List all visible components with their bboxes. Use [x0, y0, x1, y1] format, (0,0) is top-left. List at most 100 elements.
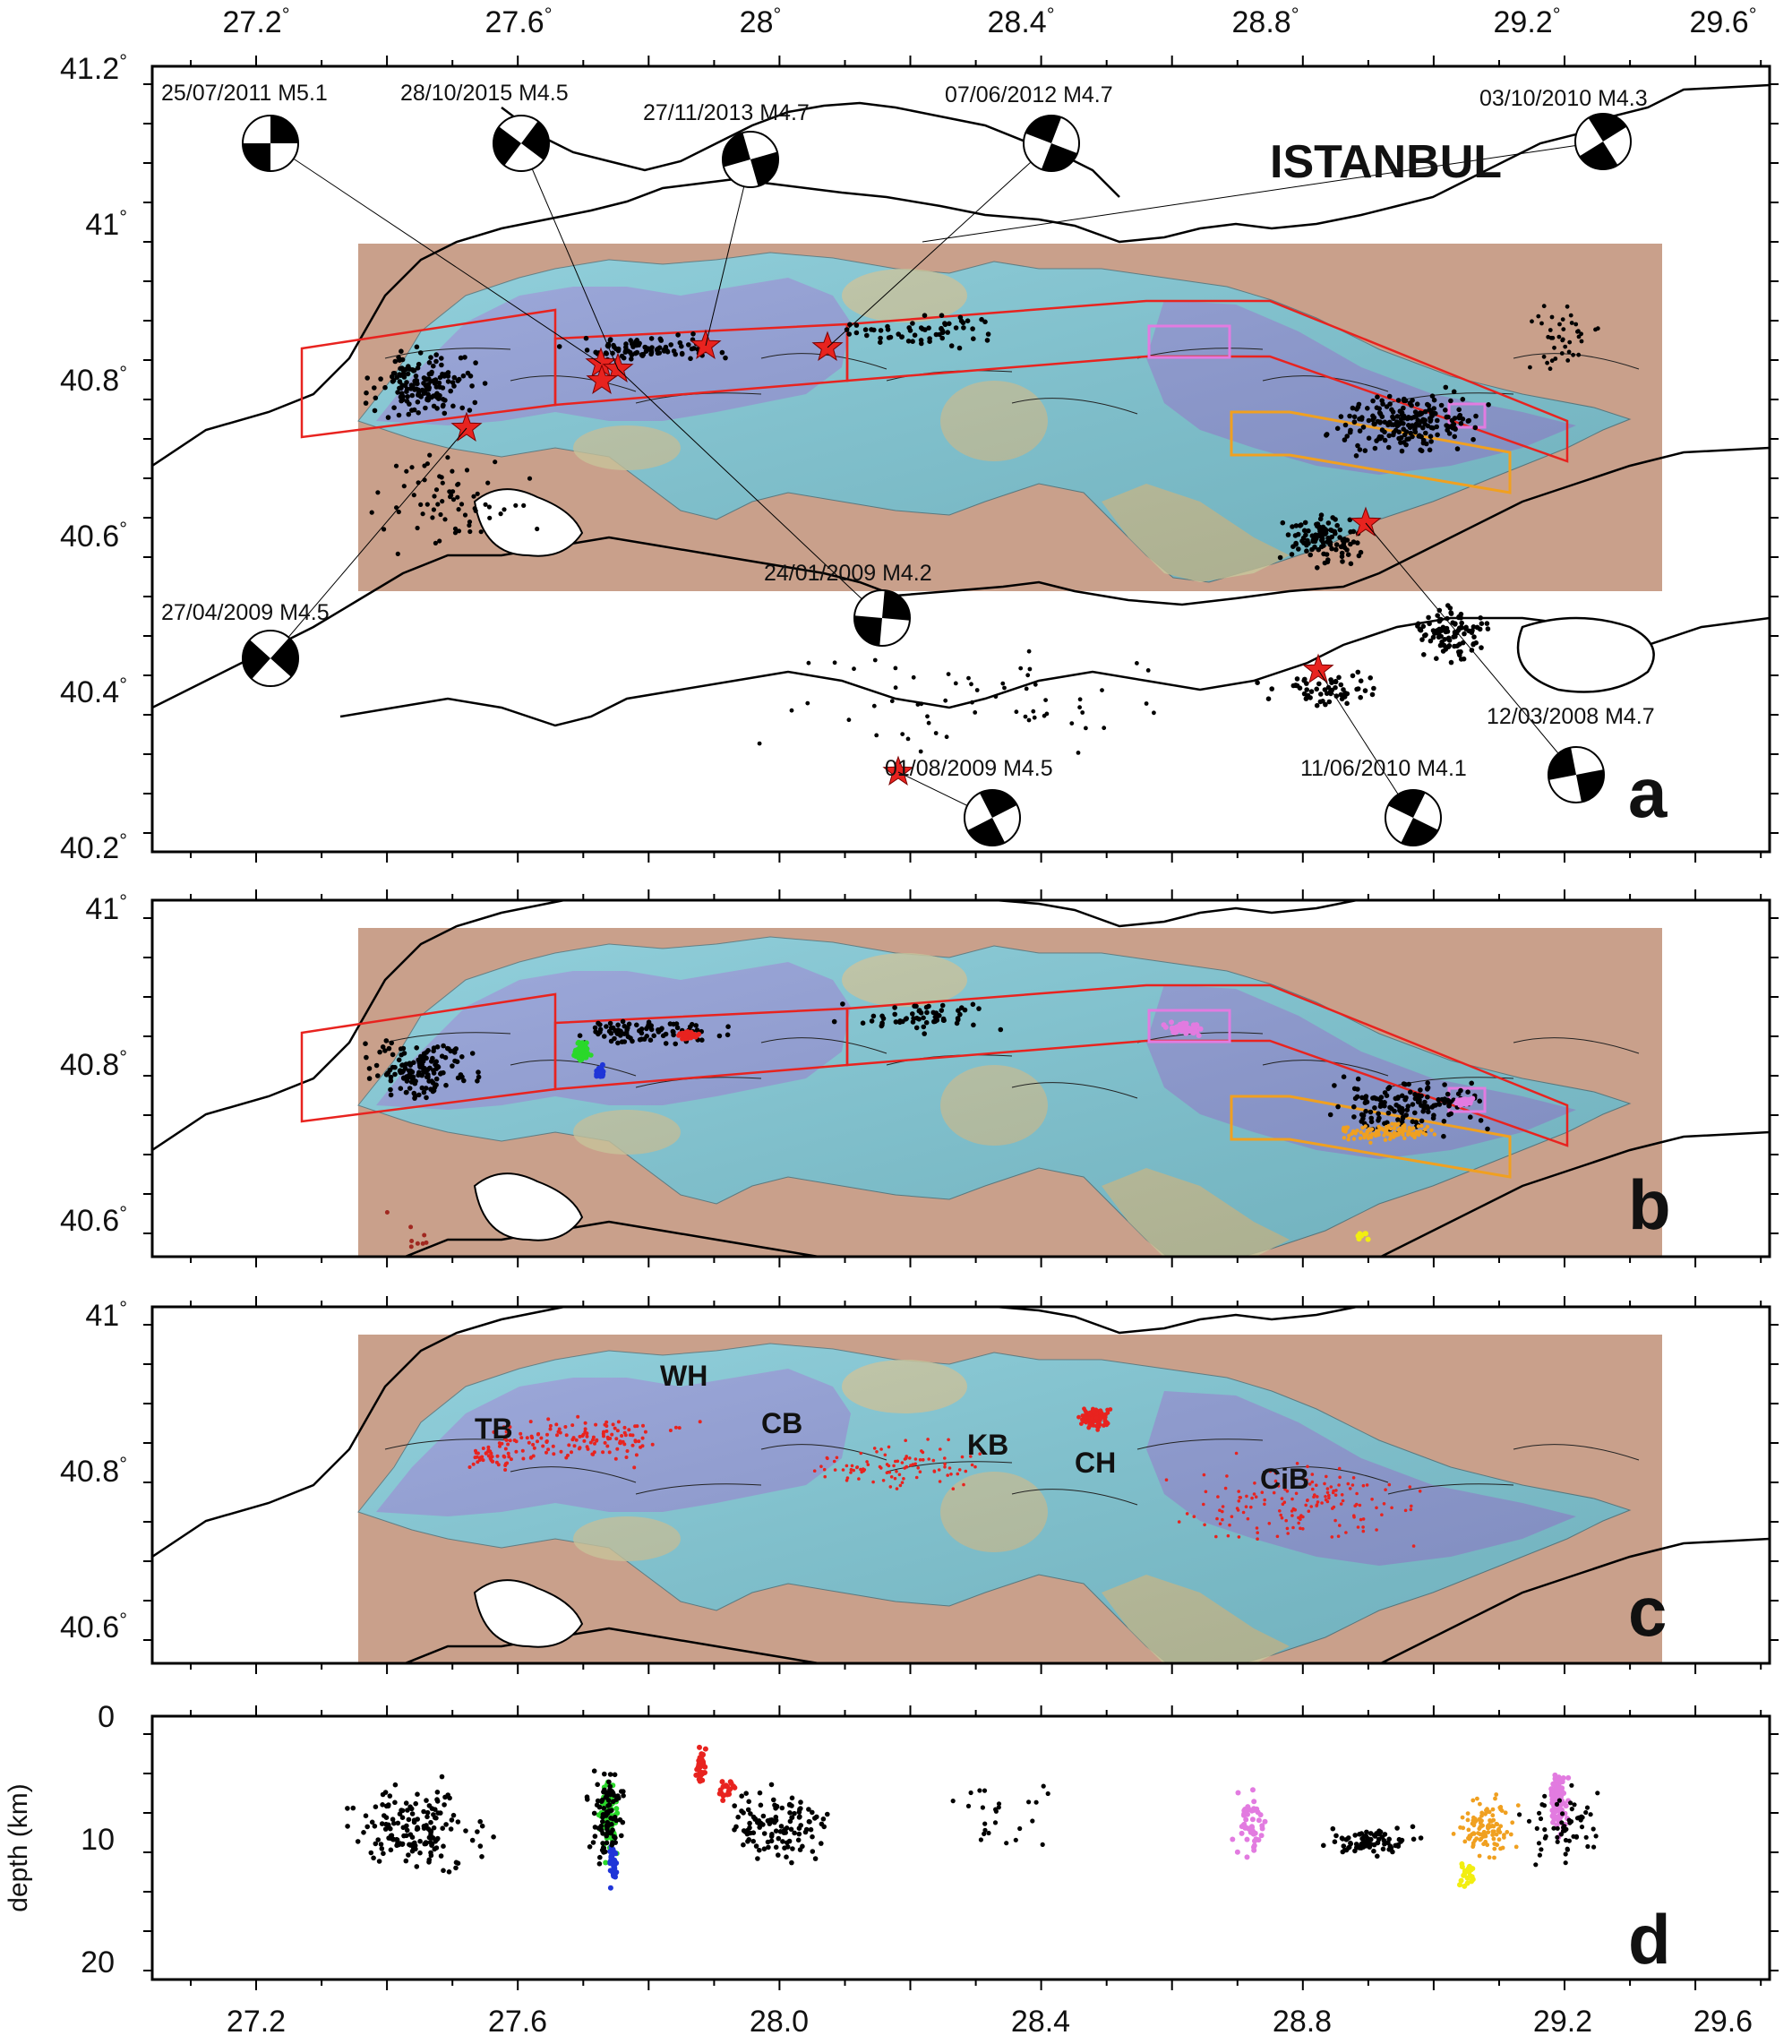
lon-tick-label: 28.4 — [1011, 2005, 1070, 2039]
panel-b-lat-axis: 41° 40.8° 40.6° — [60, 890, 127, 1238]
seismic-event — [389, 1040, 395, 1046]
lon-tick-label: 28.0 — [750, 2005, 809, 2039]
seismic-event — [1358, 1232, 1364, 1238]
hypocenter — [621, 1793, 626, 1799]
seismic-event — [637, 1439, 641, 1444]
seismic-event — [410, 368, 416, 374]
seismic-event — [1256, 1531, 1259, 1534]
seismic-event — [451, 374, 458, 381]
seismic-event — [1256, 1537, 1259, 1541]
hypocenter — [1343, 1837, 1350, 1842]
hypocenter — [761, 1831, 767, 1836]
seismic-event — [1315, 1504, 1318, 1507]
seismic-event — [1337, 1466, 1342, 1471]
event-label: 01/08/2009 M4.5 — [885, 756, 1053, 781]
seismic-event — [1027, 666, 1033, 672]
seismic-event — [1293, 523, 1299, 528]
seismic-event — [1395, 1117, 1401, 1122]
seismic-event — [548, 1423, 553, 1428]
coastline-south — [402, 1537, 1770, 1663]
hypocenter — [1588, 1812, 1593, 1817]
seismic-event — [845, 1479, 849, 1482]
seismic-event — [398, 394, 404, 400]
hypocenter — [1513, 1844, 1519, 1850]
seismic-event — [1456, 614, 1462, 621]
seismic-event — [1338, 691, 1344, 698]
fault-line — [760, 1037, 887, 1054]
hypocenter — [1470, 1842, 1476, 1848]
hypocenter — [421, 1808, 426, 1815]
seismic-event — [757, 741, 762, 746]
seismic-event — [1332, 1505, 1336, 1509]
hypocenter — [1563, 1837, 1569, 1843]
event-label: 12/03/2008 M4.7 — [1487, 704, 1655, 729]
seismic-event — [939, 330, 946, 336]
seismic-event — [486, 504, 493, 510]
hypocenter — [778, 1824, 785, 1829]
seismic-event — [1429, 1128, 1434, 1133]
seismic-event — [469, 1051, 476, 1056]
seismic-event — [1452, 643, 1457, 649]
seismic-event — [1325, 559, 1331, 565]
depth-tick-label: 0 — [98, 1700, 115, 1734]
hypocenter — [613, 1840, 618, 1845]
seismic-event — [613, 1426, 617, 1430]
hypocenter — [604, 1793, 610, 1799]
panel-b-frame — [150, 898, 1771, 1258]
seismic-event — [439, 1053, 445, 1059]
seismic-event — [1329, 545, 1334, 552]
seismic-event — [915, 702, 921, 707]
lon-tick-label: 29.6° — [1690, 4, 1757, 39]
seismic-event — [825, 1456, 829, 1460]
seismic-event — [585, 1431, 589, 1436]
seismic-event — [506, 1451, 510, 1456]
seismic-event — [1410, 1504, 1413, 1508]
seismic-event — [408, 382, 415, 388]
seismic-event — [1069, 721, 1075, 726]
seismic-event — [673, 1041, 678, 1047]
seismic-event — [1362, 448, 1368, 453]
seismic-event — [588, 1440, 593, 1445]
seismic-event — [1196, 1033, 1202, 1039]
box-red-east — [845, 983, 1569, 1147]
hypocenter — [1499, 1808, 1505, 1813]
fault-line — [1011, 1082, 1138, 1099]
seismic-event — [1099, 1411, 1104, 1416]
seismic-event — [607, 1020, 613, 1026]
seismic-event — [1291, 1525, 1295, 1530]
seismic-event — [1002, 685, 1007, 691]
seismic-event — [1268, 1469, 1273, 1473]
seismic-event — [640, 1436, 645, 1440]
seismic-event — [1565, 304, 1570, 309]
seismic-event — [1412, 1110, 1418, 1116]
seismic-event — [1448, 398, 1453, 404]
seismic-event — [1359, 1095, 1365, 1101]
seismic-event — [416, 410, 422, 416]
seismic-event — [911, 1463, 915, 1466]
seismic-event — [1358, 1136, 1363, 1140]
seismic-event — [1305, 1478, 1308, 1482]
hypocenter — [802, 1829, 809, 1835]
hypocenter — [1033, 1799, 1039, 1805]
seismic-event — [405, 394, 410, 399]
seismic-event — [1215, 1516, 1219, 1521]
seismic-event — [926, 325, 931, 331]
seismic-event — [1403, 429, 1410, 434]
seismic-event — [1565, 358, 1571, 363]
seismic-event — [395, 390, 400, 395]
seismic-event — [1560, 338, 1565, 343]
seismic-event — [864, 332, 870, 339]
seismic-event — [1427, 621, 1432, 627]
seismic-event — [1328, 691, 1333, 697]
hypocenter — [392, 1782, 399, 1788]
seismic-event — [938, 1480, 942, 1483]
seismic-event — [892, 1011, 897, 1018]
seismic-event — [862, 1468, 867, 1472]
seismic-event — [947, 1438, 950, 1442]
seismic-event — [1351, 1137, 1357, 1141]
seismic-event — [985, 331, 991, 337]
seismic-event — [604, 1424, 609, 1428]
seismic-event — [725, 1032, 731, 1038]
hypocenter — [1245, 1811, 1250, 1817]
